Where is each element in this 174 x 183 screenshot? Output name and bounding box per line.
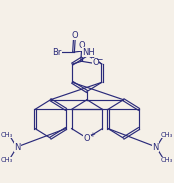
Text: NH: NH: [82, 48, 95, 57]
Text: O: O: [79, 41, 85, 50]
Text: O: O: [71, 31, 78, 40]
Text: CH₃: CH₃: [1, 132, 13, 137]
Text: N: N: [14, 143, 21, 152]
Text: CH₃: CH₃: [161, 157, 173, 163]
Text: O: O: [84, 134, 90, 143]
Text: N: N: [153, 143, 159, 152]
Text: CH₃: CH₃: [1, 157, 13, 163]
Text: CH₃: CH₃: [161, 132, 173, 137]
Text: +: +: [89, 132, 95, 138]
Text: O: O: [92, 58, 99, 67]
Text: Br: Br: [52, 48, 62, 57]
Text: −: −: [94, 55, 102, 64]
